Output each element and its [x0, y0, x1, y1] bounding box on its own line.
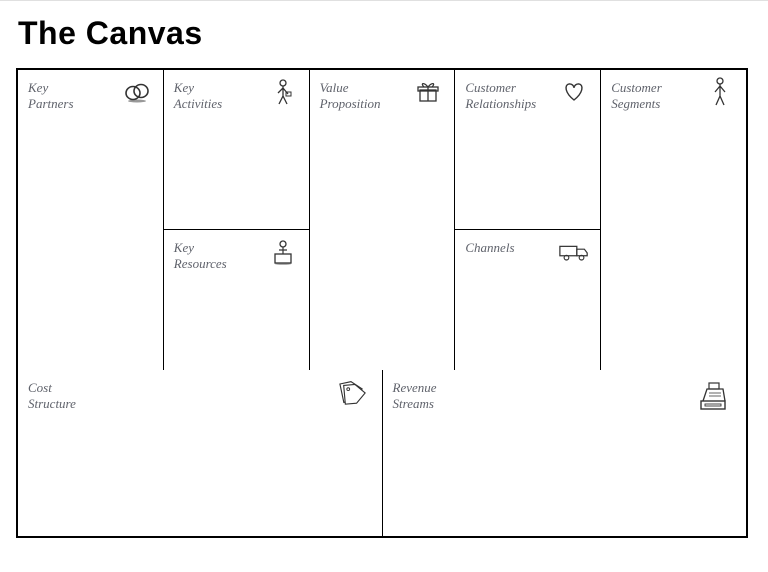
label-customer-segments: CustomerSegments — [611, 78, 662, 113]
col-key-partners: KeyPartners — [18, 70, 164, 370]
box-customer-relationships: CustomerRelationships — [455, 70, 600, 230]
label-value-proposition: ValueProposition — [320, 78, 381, 113]
label-customer-relationships: CustomerRelationships — [465, 78, 536, 113]
box-revenue-streams: RevenueStreams — [383, 370, 747, 536]
col-value-proposition: ValueProposition — [310, 70, 456, 370]
label-channels: Channels — [465, 238, 514, 256]
box-key-activities: KeyActivities — [164, 70, 309, 230]
label-key-resources: KeyResources — [174, 238, 227, 273]
page-title: The Canvas — [18, 15, 752, 52]
truck-icon — [558, 238, 590, 266]
box-key-resources: KeyResources — [164, 230, 309, 370]
register-icon — [694, 378, 732, 414]
worker-icon — [267, 78, 299, 106]
tags-icon — [336, 378, 368, 406]
col-customer-relations-channels: CustomerRelationships Channels — [455, 70, 601, 370]
box-customer-segments: CustomerSegments — [601, 70, 746, 370]
page: The Canvas KeyPartners — [0, 0, 768, 572]
box-channels: Channels — [455, 230, 600, 370]
box-key-partners: KeyPartners — [18, 70, 163, 370]
col-key-activities-resources: KeyActivities KeyResources — [164, 70, 310, 370]
rings-icon — [121, 78, 153, 106]
box-value-proposition: ValueProposition — [310, 70, 455, 370]
business-model-canvas: KeyPartners KeyActi — [16, 68, 748, 538]
canvas-top-row: KeyPartners KeyActi — [18, 70, 746, 370]
person-icon — [704, 78, 736, 106]
label-cost-structure: CostStructure — [28, 378, 76, 413]
box-cost-structure: CostStructure — [18, 370, 383, 536]
factory-icon — [267, 238, 299, 266]
label-key-activities: KeyActivities — [174, 78, 222, 113]
col-customer-segments: CustomerSegments — [601, 70, 746, 370]
heart-icon — [558, 78, 590, 106]
label-revenue-streams: RevenueStreams — [393, 378, 437, 413]
canvas-bottom-row: CostStructure RevenueStreams — [18, 370, 746, 536]
label-key-partners: KeyPartners — [28, 78, 74, 113]
gift-icon — [412, 78, 444, 106]
